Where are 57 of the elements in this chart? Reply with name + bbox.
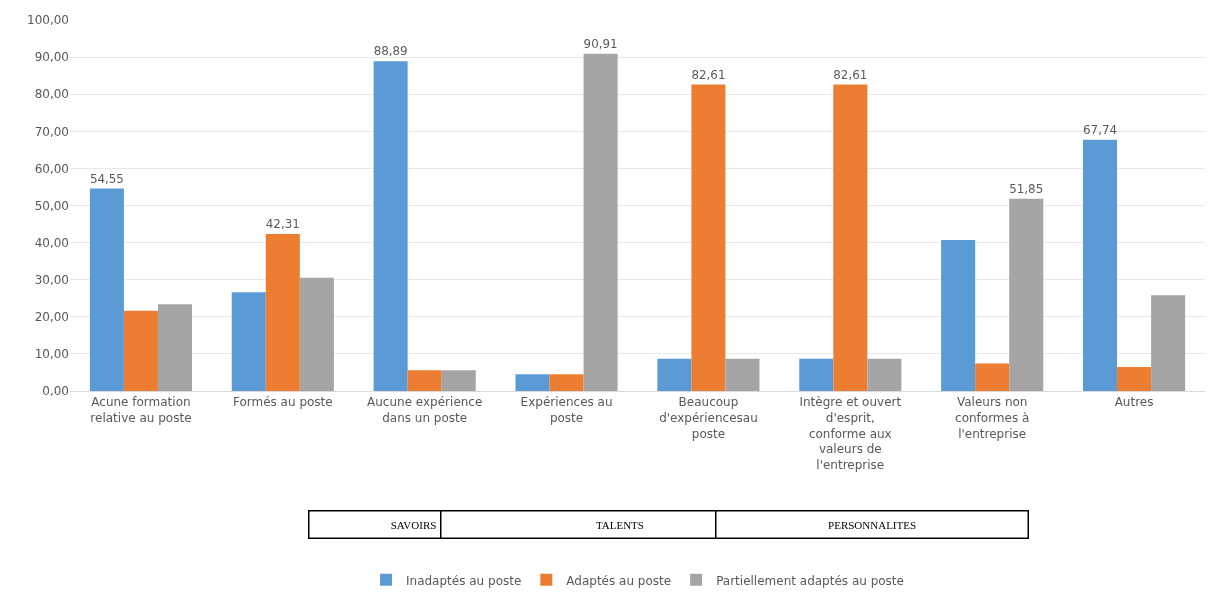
text: PERSONNALITES xyxy=(828,518,917,531)
bar xyxy=(1009,198,1044,391)
legend-label: Adaptés au poste xyxy=(566,573,672,588)
x-tick-label: Expériences au poste xyxy=(520,395,613,425)
bar xyxy=(1151,295,1186,391)
y-tick-label: 40,00 xyxy=(34,235,69,250)
data-label: 88,89 xyxy=(373,44,408,59)
data-label: 67,74 xyxy=(1083,122,1118,137)
bar xyxy=(583,53,618,391)
data-label: 51,85 xyxy=(1009,181,1044,196)
bar xyxy=(265,234,300,391)
bar xyxy=(833,84,868,391)
x-tick-label: Valeurs non conformes à l'entreprise xyxy=(955,395,1030,441)
bar xyxy=(1117,366,1152,391)
bar xyxy=(231,292,266,391)
y-tick-label: 50,00 xyxy=(34,198,69,213)
bar xyxy=(975,363,1010,391)
bar xyxy=(725,358,760,391)
data-label: 82,61 xyxy=(691,67,726,82)
data-label: 90,91 xyxy=(583,36,618,51)
data-label: 82,61 xyxy=(833,67,868,82)
x-tick-label: Aucune expérience dans un poste xyxy=(367,395,483,425)
y-tick-label: 0,00 xyxy=(42,384,69,399)
y-tick-label: 20,00 xyxy=(34,310,69,324)
data-label: 54,55 xyxy=(89,171,124,186)
bar xyxy=(691,84,726,391)
y-tick-label: 10,00 xyxy=(34,347,69,362)
x-tick-label: Acune formation relative au poste xyxy=(90,395,192,425)
text: TALENTS xyxy=(595,518,644,531)
x-tick-label: Formés au poste xyxy=(232,395,333,410)
bar xyxy=(867,358,902,391)
y-tick-label: 60,00 xyxy=(34,161,69,176)
bar xyxy=(373,61,408,391)
bar xyxy=(299,277,334,391)
data-label: 42,31 xyxy=(265,217,300,232)
bar xyxy=(515,374,550,391)
bar xyxy=(1082,139,1118,391)
y-tick-label: 70,00 xyxy=(34,124,69,139)
legend-label: Partiellement adaptés au poste xyxy=(716,573,904,588)
bar xyxy=(89,188,124,391)
bar xyxy=(157,304,193,391)
x-tick-label: Autres xyxy=(1114,395,1154,410)
y-tick-label: 90,00 xyxy=(34,50,69,65)
bar xyxy=(657,358,692,391)
bar xyxy=(941,240,976,391)
y-tick-label: 30,00 xyxy=(34,272,69,287)
text: SAVOIRS xyxy=(390,518,437,531)
y-tick-label: 80,00 xyxy=(34,87,69,102)
bar xyxy=(549,374,584,391)
bar xyxy=(407,370,442,391)
x-tick-label: Beaucoup d'expériencesau poste xyxy=(659,395,758,441)
bar xyxy=(799,358,834,391)
x-tick-label: Intègre et ouvert d'esprit, conforme aux valeurs de l'entreprise xyxy=(799,395,902,472)
bar xyxy=(123,310,158,391)
bar xyxy=(441,370,476,391)
legend-label: Inadaptés au poste xyxy=(406,573,522,588)
y-tick-label: 100,00 xyxy=(27,13,69,28)
